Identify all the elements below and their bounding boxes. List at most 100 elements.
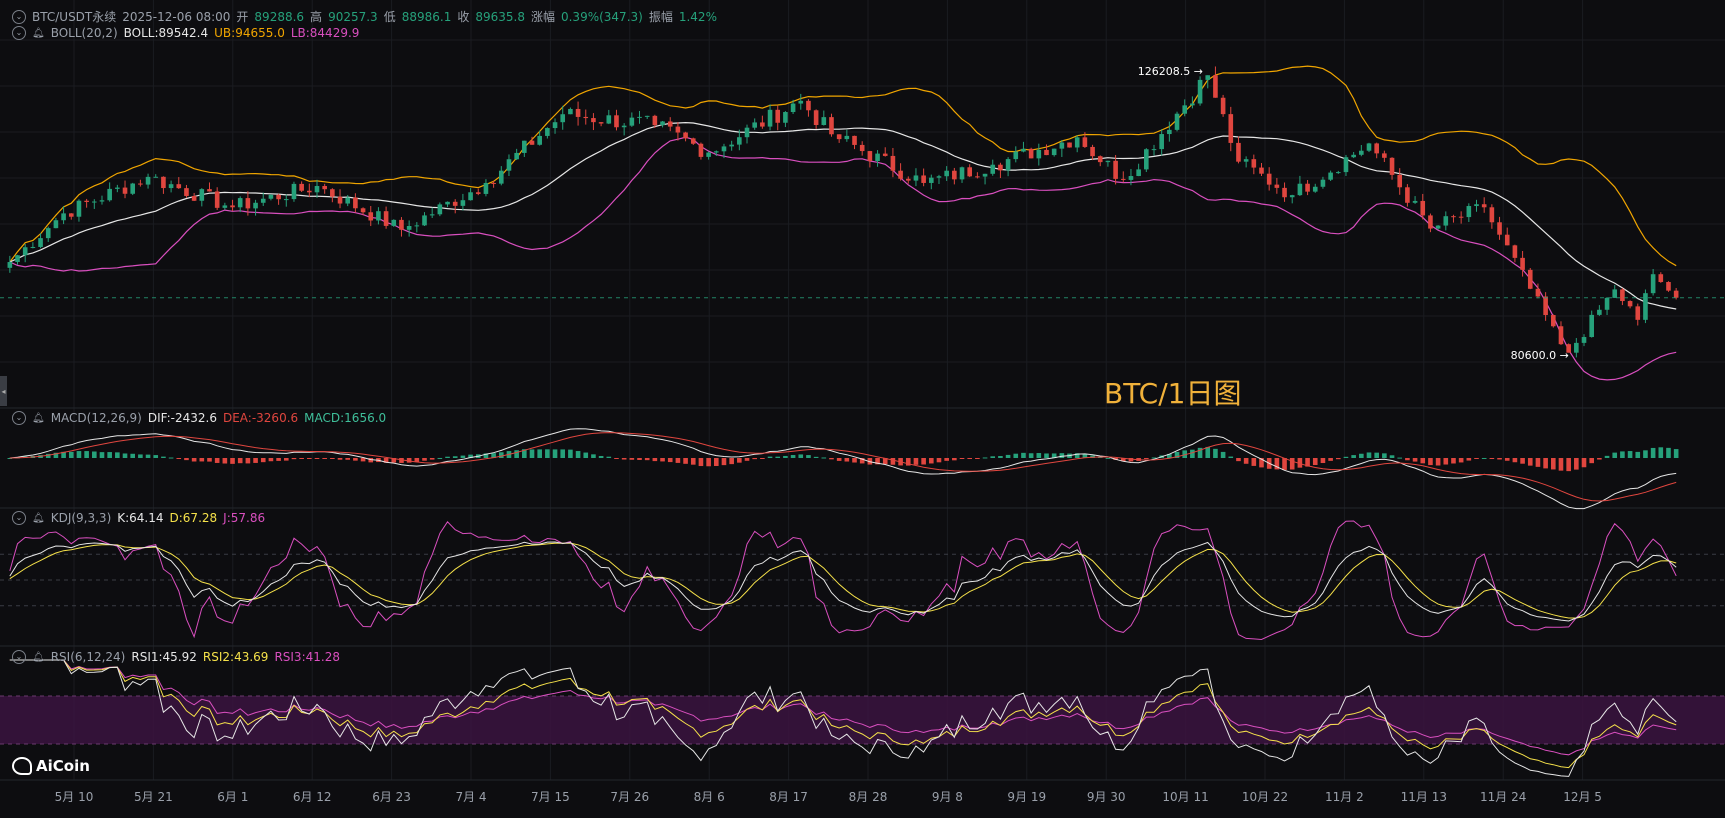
collapse-icon[interactable]: ⌄ <box>12 26 26 40</box>
candle-body <box>1044 149 1049 156</box>
aicoin-logo-icon <box>12 757 32 775</box>
candle-body <box>1328 172 1333 180</box>
macd-bar <box>844 458 850 462</box>
candle-body <box>660 121 665 126</box>
candle-body <box>45 228 51 239</box>
candle-body <box>291 183 297 200</box>
macd-bar <box>790 455 796 458</box>
macd-bar <box>1051 453 1057 458</box>
macd-bar <box>1428 458 1433 466</box>
macd-bar <box>84 451 89 458</box>
candle-body <box>491 182 496 184</box>
rsi-band <box>0 696 1725 744</box>
candle-body <box>737 137 742 145</box>
candle-body <box>1574 342 1579 353</box>
high-annotation: 126208.5 → <box>1137 65 1203 79</box>
candle-body <box>1620 289 1625 302</box>
macd-bar <box>929 458 934 464</box>
macd-bar <box>468 454 473 458</box>
macd-bar <box>299 458 304 459</box>
open-value: 89288.6 <box>254 9 305 24</box>
macd-bar <box>214 458 220 463</box>
boll-upper-line <box>9 65 1677 267</box>
macd-bar <box>1535 458 1541 467</box>
macd-bar <box>606 456 612 458</box>
candle-body <box>1535 288 1541 297</box>
macd-name: MACD(12,26,9) <box>50 411 142 425</box>
macd-bar <box>1274 458 1280 470</box>
candle-body <box>982 173 988 177</box>
macd-bar <box>752 458 757 460</box>
candle-body <box>199 189 205 201</box>
aicoin-logo: AiCoin <box>12 757 90 775</box>
macd-bar <box>460 455 466 458</box>
candle-body <box>1589 314 1594 338</box>
candle-body <box>1512 245 1518 258</box>
macd-bar <box>890 458 896 465</box>
candle-body <box>591 118 596 123</box>
macd-bar <box>1097 457 1103 459</box>
candle-body <box>422 215 427 226</box>
macd-bar <box>1005 454 1011 458</box>
candle-body <box>53 220 59 229</box>
collapse-icon[interactable]: ⌄ <box>12 9 26 24</box>
candle-body <box>844 135 850 140</box>
collapse-icon[interactable]: ⌄ <box>12 650 26 664</box>
candle-body <box>445 201 450 205</box>
candle-body <box>990 164 996 174</box>
macd-bar <box>1566 458 1571 472</box>
bell-icon[interactable]: 🔔︎ <box>32 651 45 663</box>
x-tick-label: 6月 23 <box>372 790 411 804</box>
candle-body <box>92 201 97 203</box>
bell-icon[interactable]: 🔔︎ <box>32 412 45 424</box>
candle-body <box>598 122 604 124</box>
bell-icon[interactable]: 🔔︎ <box>32 512 45 524</box>
macd-bar <box>1366 452 1372 458</box>
macd-bar <box>1550 458 1556 470</box>
collapse-icon[interactable]: ⌄ <box>12 511 26 525</box>
macd-bar <box>1105 457 1111 459</box>
macd-bar <box>1197 447 1203 458</box>
candle-body <box>1128 176 1134 180</box>
candle-body <box>652 115 658 126</box>
macd-bar <box>575 451 581 458</box>
candle-body <box>1159 134 1164 150</box>
macd-bar <box>775 456 781 458</box>
macd-bar <box>1059 453 1065 458</box>
candle-body <box>30 246 36 248</box>
expand-panel-handle[interactable]: ◂ <box>0 376 7 406</box>
bell-icon[interactable]: 🔔︎ <box>32 27 45 39</box>
macd-bar <box>145 454 151 458</box>
x-tick-label: 11月 24 <box>1480 790 1527 804</box>
collapse-icon[interactable]: ⌄ <box>12 411 26 425</box>
candle-body <box>475 192 481 194</box>
candle-body <box>207 189 212 192</box>
macd-bar <box>1512 458 1518 463</box>
macd-bar <box>913 458 919 465</box>
x-tick-label: 9月 8 <box>931 790 963 804</box>
macd-bar <box>975 458 980 459</box>
candle-body <box>406 225 412 230</box>
macd-bar <box>483 453 489 458</box>
candle-body <box>890 155 896 171</box>
candle-body <box>130 183 136 194</box>
macd-bar <box>1673 449 1679 458</box>
candle-body <box>898 170 903 179</box>
candle-body <box>368 212 374 221</box>
candle-body <box>836 134 842 140</box>
macd-dif-value: DIF:-2432.6 <box>147 411 217 425</box>
macd-bar <box>161 456 166 458</box>
candle-body <box>276 194 281 200</box>
candle-body <box>1205 75 1211 80</box>
macd-bar <box>383 458 389 463</box>
candle-body <box>921 175 926 183</box>
macd-bar <box>522 449 527 458</box>
boll-mid-value: BOLL:89542.4 <box>123 26 209 40</box>
macd-bar <box>452 456 458 458</box>
candle-body <box>468 192 473 201</box>
macd-bar <box>836 458 842 461</box>
candle-body <box>852 135 857 145</box>
change-value: 0.39%(347.3) <box>560 9 643 24</box>
macd-bar <box>276 458 281 461</box>
